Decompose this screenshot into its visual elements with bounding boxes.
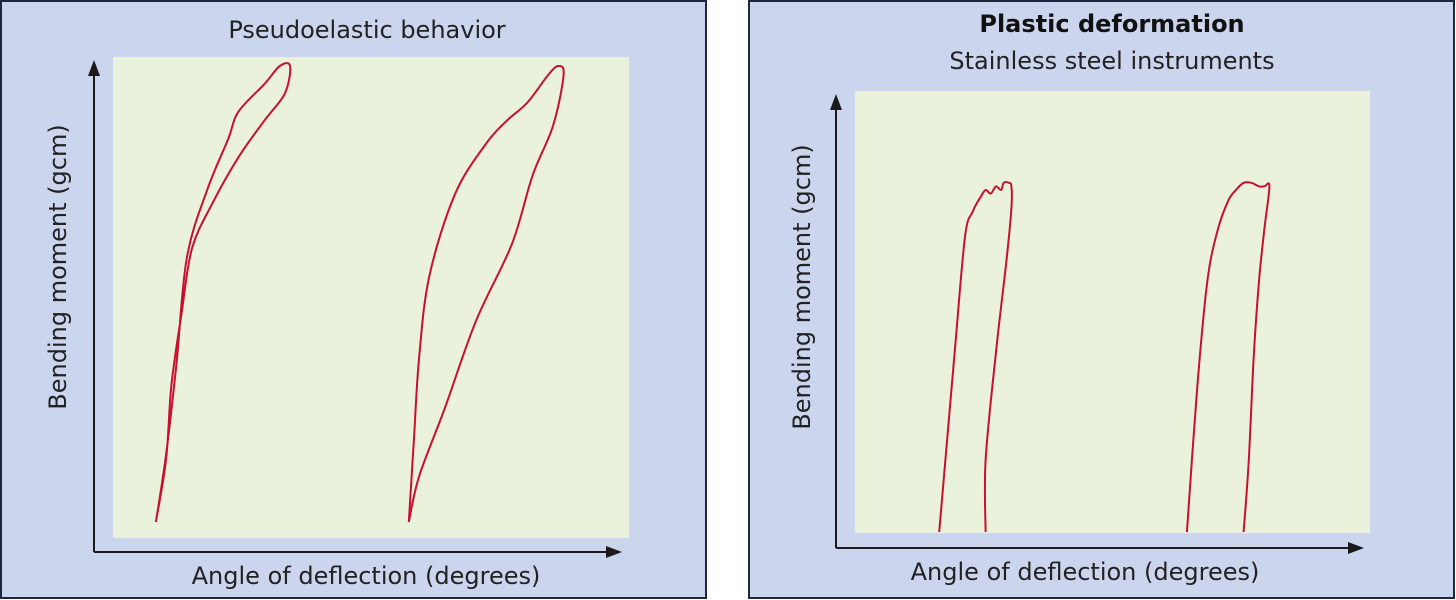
chart-panel-plastic-deformation: Plastic deformation Stainless steel inst… (748, 0, 1455, 599)
y-axis-label: Bending moment (gcm) (44, 124, 72, 409)
curve-stainless-1 (938, 181, 1013, 533)
y-axis-label: Bending moment (gcm) (788, 144, 816, 429)
chart-panel-pseudoelastic: Pseudoelastic behavior Angle of deflecti… (0, 0, 707, 599)
curve-pseudoelastic-1 (154, 62, 292, 523)
x-axis-label: Angle of deflection (degrees) (911, 558, 1260, 586)
x-axis-label: Angle of deflection (degrees) (192, 562, 541, 590)
chart-subtitle: Stainless steel instruments (949, 47, 1274, 75)
plot-area (113, 57, 629, 538)
chart-title: Pseudoelastic behavior (228, 16, 505, 44)
chart-title: Plastic deformation (979, 10, 1244, 38)
y-axis-arrow (88, 60, 100, 76)
plot-area (855, 91, 1370, 533)
x-axis-arrow (1348, 542, 1364, 554)
x-axis-arrow (606, 546, 622, 558)
y-axis-arrow (830, 94, 842, 110)
curve-pseudoelastic-2 (407, 64, 565, 523)
curve-stainless-2 (1185, 181, 1271, 533)
